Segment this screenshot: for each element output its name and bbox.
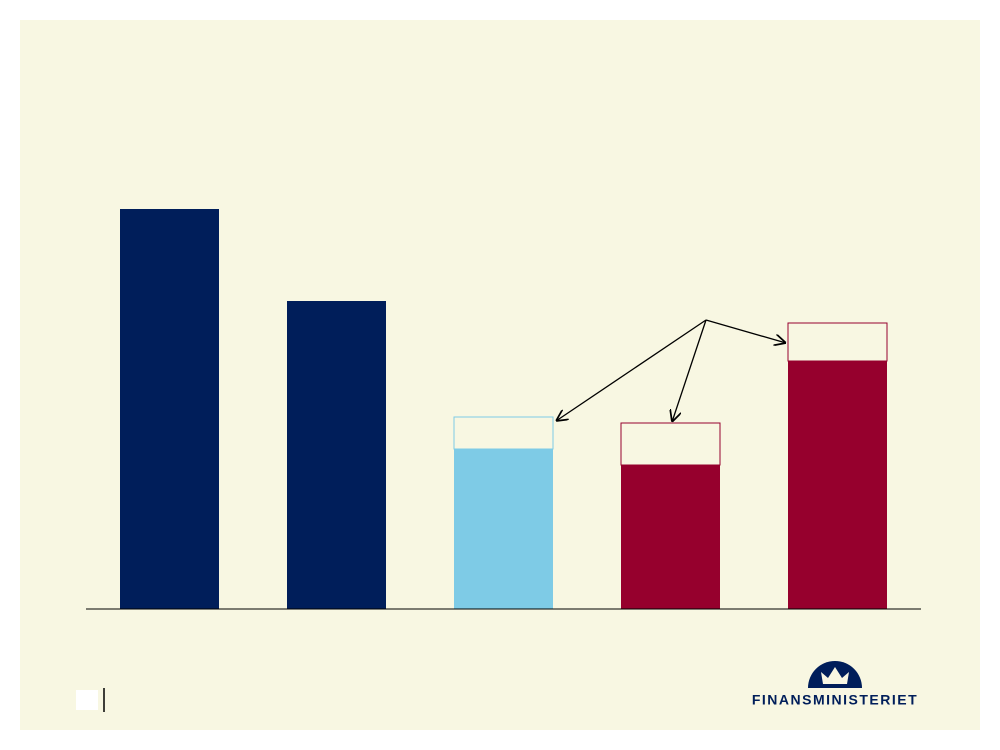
bar <box>621 465 720 609</box>
annotation-arrows <box>556 319 786 422</box>
logo-text: FINANSMINISTERIET <box>752 692 918 708</box>
bar <box>120 209 219 609</box>
bar <box>788 361 887 609</box>
plot-area <box>120 209 888 609</box>
page-number-box <box>76 690 98 710</box>
bar-extension <box>787 322 888 362</box>
bar-extension <box>453 416 554 450</box>
bar <box>454 449 553 609</box>
arrow <box>705 319 786 343</box>
arrow <box>672 319 707 422</box>
bar <box>287 301 386 609</box>
arrow <box>556 319 707 421</box>
logo-crown <box>821 667 849 684</box>
logo: FINANSMINISTERIET <box>752 661 918 708</box>
